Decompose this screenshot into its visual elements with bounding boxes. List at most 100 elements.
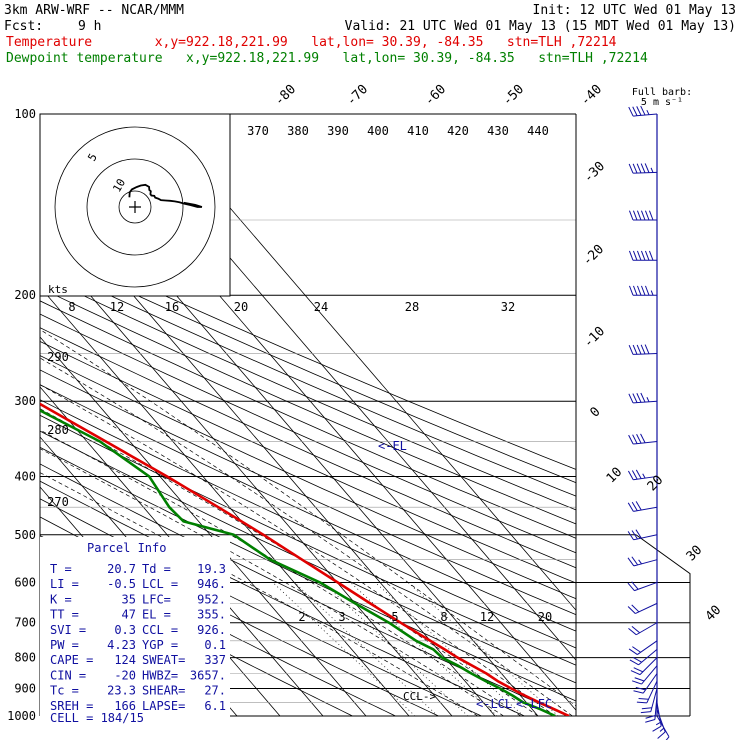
wind-barb: [629, 648, 658, 666]
isotherm: [40, 336, 367, 716]
isotherm: [40, 286, 410, 716]
wind-barb: [628, 210, 657, 221]
frame-extension: [576, 534, 691, 717]
parcel-value: 35: [122, 592, 136, 606]
wind-barb: [628, 433, 658, 445]
isotherm: [40, 386, 324, 716]
theta-label: 420: [447, 124, 469, 138]
parcel-key: SREH =: [50, 699, 93, 713]
isotherm-label: 30: [684, 543, 706, 565]
parcel-value: 0.1: [204, 638, 226, 652]
theta-label: 380: [287, 124, 309, 138]
temperature-profile: [40, 402, 570, 716]
isotherm-label: 10: [604, 465, 626, 487]
parcel-value: 926.: [197, 623, 226, 637]
wind-barb: [628, 105, 658, 117]
isotherm-label: -50: [500, 82, 527, 109]
isotherm-label: -10: [581, 324, 608, 351]
parcel-row: TT = 47 EL = 355.: [50, 608, 226, 622]
wind-barb: [627, 529, 658, 541]
mixing-ratio-label: 16: [165, 300, 179, 314]
wind-barb: [627, 556, 658, 567]
wind-barb: [628, 622, 658, 636]
barb-legend-title: Full barb:: [632, 87, 692, 98]
pressure-tick-label: 500: [14, 528, 36, 542]
parcel-key: EL =: [142, 608, 171, 622]
parcel-row: T = 20.7 Td = 19.3: [50, 562, 226, 576]
wind-barb: [628, 250, 657, 261]
wind-barb: [627, 501, 658, 512]
wind-barb: [630, 657, 658, 676]
wind-barb: [645, 695, 658, 723]
lfc-marker: <-LFC: [516, 697, 552, 711]
isotherm-label: -70: [344, 82, 371, 109]
parcel-value: 27.: [204, 684, 226, 698]
isotherm-label: 20: [645, 473, 667, 495]
temperature-legend: Temperature x,y=922.18,221.99 lat,lon= 3…: [6, 35, 617, 50]
ccl-marker: CCL->: [403, 690, 436, 703]
mixing-ratio-label: 2: [298, 610, 305, 624]
parcel-key: YGP =: [142, 638, 178, 652]
parcel-value: 337: [204, 653, 226, 667]
mixing-ratio-label: 8: [68, 300, 75, 314]
parcel-key: LCL =: [142, 577, 178, 591]
dewpoint-legend: Dewpoint temperature x,y=922.18,221.99 l…: [6, 51, 648, 66]
parcel-value: 946.: [197, 577, 226, 591]
parcel-key: CAPE =: [50, 653, 93, 667]
parcel-value: 355.: [197, 608, 226, 622]
sounding-profiles: [40, 402, 570, 716]
parcel-cell: CELL = 184/15: [50, 711, 144, 725]
model-title: 3km ARW-WRF -- NCAR/MMM: [4, 3, 184, 18]
hodograph-ring: [86, 158, 184, 256]
parcel-info-panel: Parcel Info T = 20.7 Td = 19.3 LI = -0.5 LCL =…: [40, 537, 230, 727]
mixing-ratio-label: 32: [501, 300, 515, 314]
isotherm-label: 0: [587, 404, 603, 420]
theta-label: 390: [327, 124, 349, 138]
hodograph-units: kts: [48, 283, 68, 296]
theta-label: 270: [47, 495, 69, 509]
mixing-ratio-label: 20: [538, 610, 552, 624]
pressure-tick-label: 100: [14, 107, 36, 121]
parcel-value: -20: [114, 668, 136, 682]
wind-barb: [631, 665, 658, 685]
pressure-tick-label: 600: [14, 575, 36, 589]
wind-barb: [627, 602, 658, 614]
init-time: Init: 12 UTC Wed 01 May 13: [533, 3, 737, 18]
parcel-value: 20.7: [107, 562, 136, 576]
hodograph-origin: [129, 201, 141, 213]
valid-time: Valid: 21 UTC Wed 01 May 13 (15 MDT Wed …: [345, 19, 736, 34]
pressure-tick-label: 700: [14, 616, 36, 630]
wind-barb: [628, 163, 658, 174]
parcel-key: Td =: [142, 562, 171, 576]
parcel-value: 124: [114, 653, 136, 667]
parcel-key: PW =: [50, 638, 79, 652]
parcel-row: SVI = 0.3 CCL = 926.: [50, 623, 226, 637]
pressure-tick-label: 800: [14, 651, 36, 665]
parcel-row: Tc = 23.3 SHEAR= 27.: [50, 684, 226, 698]
forecast-hours: 9 h: [78, 19, 101, 34]
wind-barb: [627, 581, 658, 592]
mixing-ratio-label: 12: [480, 610, 494, 624]
isotherm-label: 40: [703, 603, 725, 625]
parcel-key: SHEAR=: [142, 684, 185, 698]
forecast-label: Fcst:: [4, 19, 43, 34]
parcel-value: 6.1: [204, 699, 226, 713]
barb-legend-units: 5 m s⁻¹: [641, 97, 683, 108]
parcel-row: SREH = 166 LAPSE= 6.1: [50, 699, 226, 713]
parcel-key: Tc =: [50, 684, 79, 698]
parcel-key: CIN =: [50, 668, 86, 682]
parcel-value: 47: [122, 608, 136, 622]
hodograph-ring-label: 10: [110, 177, 128, 195]
mixing-ratio-label: 8: [440, 610, 447, 624]
parcel-key: T =: [50, 562, 72, 576]
parcel-value: 4.23: [107, 638, 136, 652]
theta-label: 410: [407, 124, 429, 138]
wind-barb: [628, 344, 658, 355]
parcel-value: 23.3: [107, 684, 136, 698]
mixing-ratio-label: 5: [391, 610, 398, 624]
wind-barb: [633, 673, 658, 694]
wind-barb: [628, 285, 657, 296]
dewpoint-profile: [40, 408, 556, 716]
